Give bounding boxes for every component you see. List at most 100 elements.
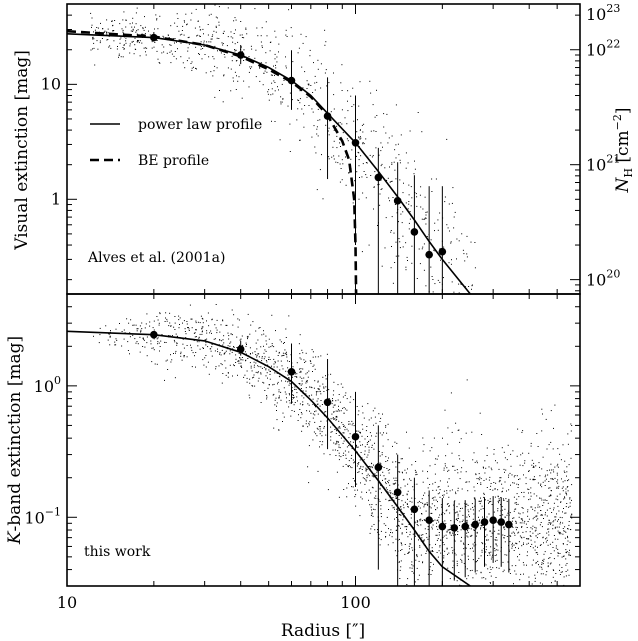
scatter-point [565,571,567,572]
scatter-point [328,134,330,136]
scatter-point [489,476,491,478]
scatter-point [312,371,313,372]
scatter-point [255,354,257,356]
scatter-point [512,531,514,533]
scatter-point [416,196,418,198]
scatter-point [285,29,287,31]
scatter-point [108,333,110,335]
scatter-point [368,440,370,442]
scatter-point [293,394,294,396]
scatter-point [487,568,489,570]
scatter-point [367,436,368,437]
scatter-point [142,346,144,347]
scatter-point [427,504,428,506]
scatter-point [131,41,133,43]
scatter-point [247,338,248,340]
scatter-point [194,27,196,29]
scatter-point [456,511,458,513]
scatter-point [282,421,283,422]
scatter-point [531,464,533,466]
scatter-point [473,452,475,454]
scatter-point [441,506,442,508]
scatter-point [308,422,310,424]
scatter-point [229,350,231,352]
scatter-point [129,353,130,355]
scatter-point [195,336,197,338]
scatter-point [111,20,113,22]
scatter-point [409,548,410,550]
scatter-point [368,446,370,448]
scatter-point [444,550,446,552]
scatter-point [176,336,178,337]
scatter-point [310,360,312,362]
scatter-point [439,489,441,491]
scatter-point [468,286,470,287]
scatter-point [119,42,121,44]
scatter-point [230,31,232,33]
scatter-point [467,575,469,577]
scatter-point [288,380,290,382]
scatter-point [400,514,402,516]
scatter-point [217,351,219,353]
scatter-point [104,30,106,32]
scatter-point [420,206,422,208]
scatter-point [567,443,569,445]
scatter-point [231,351,233,353]
scatter-point [436,507,438,509]
scatter-point [395,178,397,180]
scatter-point [451,259,452,261]
scatter-point [246,33,248,35]
scatter-point [519,464,521,466]
scatter-point [459,441,461,443]
scatter-point [145,54,147,56]
scatter-point [245,28,247,30]
scatter-point [191,67,193,69]
scatter-point [317,135,319,137]
scatter-point [241,34,243,36]
scatter-point [283,416,285,418]
scatter-point [550,478,552,480]
scatter-point [219,339,220,341]
scatter-point [479,476,481,478]
scatter-point [289,394,290,396]
scatter-point [405,202,407,204]
scatter-point [458,292,460,294]
scatter-point [368,449,370,451]
bottom-plot-frame [66,293,581,587]
scatter-point [343,452,345,454]
scatter-point [107,32,109,34]
scatter-point [432,483,434,485]
scatter-point [452,560,454,562]
scatter-point [530,495,532,497]
scatter-point [271,88,273,90]
scatter-point [216,329,218,331]
scatter-point [516,527,518,529]
scatter-point [448,528,450,530]
scatter-point [206,41,208,43]
scatter-point [207,361,209,363]
scatter-point [539,466,540,468]
scatter-point [357,463,359,465]
scatter-point [304,362,306,363]
scatter-point [299,371,301,373]
scatter-point [297,52,299,54]
scatter-point [274,361,276,363]
scatter-point [521,492,523,493]
scatter-point [267,387,269,389]
scatter-point [563,508,564,509]
scatter-point [343,489,345,490]
scatter-point [291,390,293,392]
scatter-point [521,526,523,527]
scatter-point [375,504,377,506]
scatter-point [336,135,338,137]
scatter-point [495,543,497,545]
scatter-point [509,569,511,571]
scatter-point [363,171,365,172]
scatter-point [209,332,211,334]
scatter-point [325,375,326,377]
scatter-point [346,409,348,411]
scatter-point [392,493,394,495]
scatter-point [214,350,216,352]
scatter-point [218,365,220,367]
scatter-point [323,386,325,388]
